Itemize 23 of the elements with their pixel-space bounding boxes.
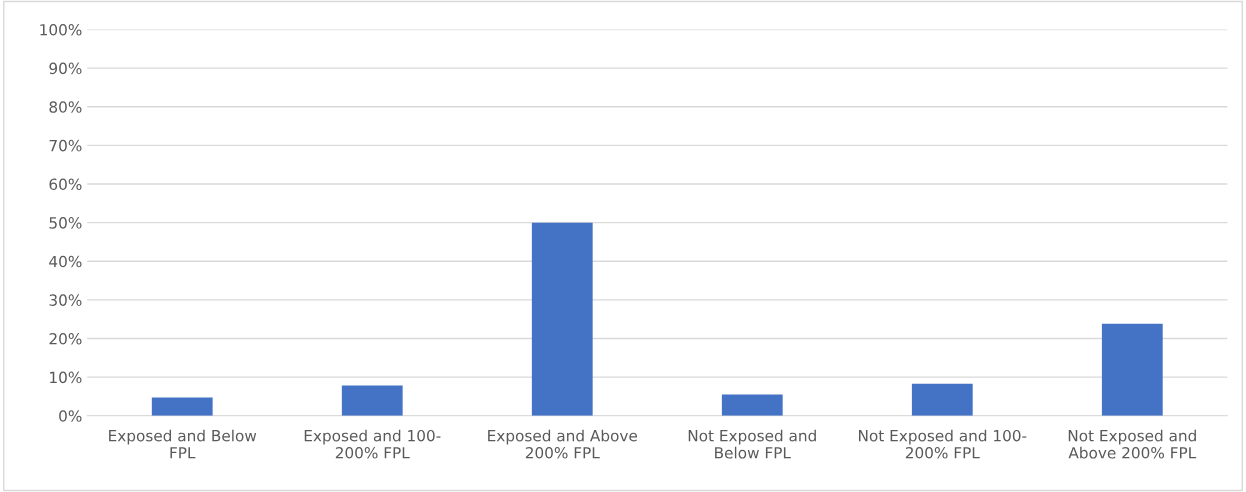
x-tick-label: Exposed and Below FPL <box>109 429 257 459</box>
x-tick-label: Not Exposed and Below FPL <box>688 429 816 459</box>
x-tick-label: Not Exposed and 100- 200% FPL <box>859 429 1027 459</box>
y-tick-label: 10% <box>50 371 82 384</box>
x-tick-label: Not Exposed and Above 200% FPL <box>1068 429 1197 459</box>
bar <box>341 385 403 416</box>
y-tick-label: 70% <box>49 139 82 152</box>
bar <box>151 397 213 416</box>
y-tick-label: 50% <box>49 217 82 229</box>
x-tick-label: Exposed and Above 200% FPL <box>488 429 638 459</box>
y-tick-label: 90% <box>49 62 82 75</box>
bar <box>721 394 783 416</box>
y-tick-label: 20% <box>49 332 82 345</box>
y-tick-label: 0% <box>59 410 82 422</box>
y-tick-label: 40% <box>49 255 82 268</box>
x-tick-label: Exposed and 100- 200% FPL <box>304 429 441 459</box>
y-tick-label: 30% <box>49 294 82 306</box>
y-tick-label: 60% <box>49 178 82 191</box>
bar <box>531 222 593 416</box>
bar <box>1101 323 1163 416</box>
y-tick-label: 100% <box>40 23 82 36</box>
y-tick-label: 80% <box>49 101 82 113</box>
bar <box>911 383 973 416</box>
